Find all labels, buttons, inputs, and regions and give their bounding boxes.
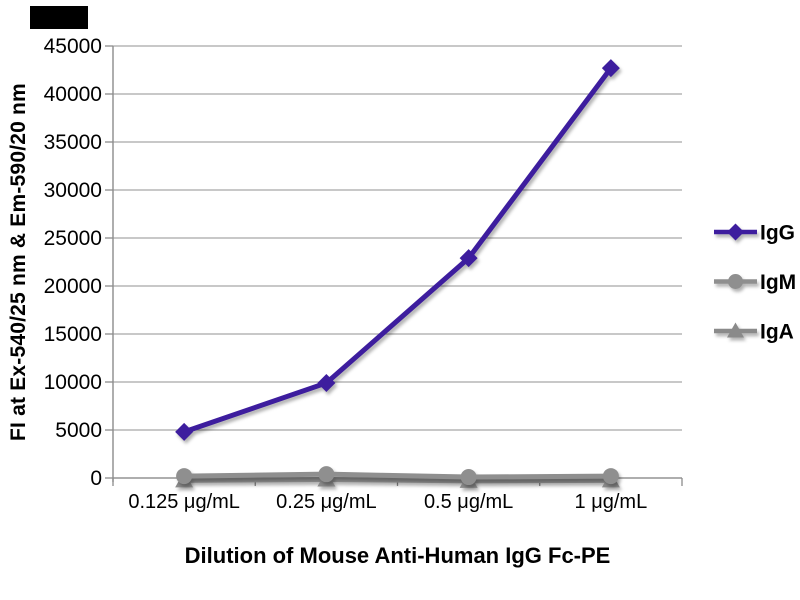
- diamond-marker-icon: [317, 373, 336, 392]
- y-tick-label: 10000: [44, 371, 102, 394]
- x-tick-label: 1 μg/mL: [575, 491, 648, 513]
- legend-label-IgG: IgG: [760, 222, 795, 245]
- legend-label-IgA: IgA: [760, 321, 794, 344]
- series-IgM: [176, 466, 619, 486]
- circle-marker-icon: [318, 466, 335, 483]
- y-tick-label: 35000: [44, 131, 102, 154]
- diamond-marker-icon: [727, 223, 744, 241]
- x-axis-title: Dilution of Mouse Anti-Human IgG Fc-PE: [184, 543, 611, 568]
- x-tick-label: 0.5 μg/mL: [424, 491, 513, 513]
- legend-item-IgM: [714, 274, 757, 289]
- circle-marker-icon: [602, 468, 619, 485]
- x-tick-label: 0.125 μg/mL: [128, 491, 240, 513]
- x-tick-label: 0.25 μg/mL: [276, 491, 376, 513]
- legend-item-IgG: [714, 223, 757, 241]
- y-tick-label: 30000: [44, 179, 102, 202]
- y-tick-label: 5000: [55, 419, 102, 442]
- y-tick-label: 45000: [44, 35, 102, 58]
- legend-item-IgA: [714, 322, 757, 338]
- series-line-IgA: [181, 476, 614, 484]
- circle-marker-icon: [460, 469, 477, 486]
- series-IgG: [175, 59, 620, 441]
- y-tick-label: 15000: [44, 323, 102, 346]
- diamond-marker-icon: [459, 249, 478, 268]
- series-line-IgM: [181, 471, 614, 480]
- circle-marker-icon: [176, 468, 193, 485]
- watermark-block: [30, 6, 88, 29]
- diamond-marker-icon: [601, 59, 620, 78]
- legend-label-IgM: IgM: [760, 271, 796, 294]
- legend: IgG IgM IgA: [714, 222, 796, 344]
- series-line-IgG: [181, 65, 614, 435]
- circle-marker-icon: [728, 274, 743, 289]
- diamond-marker-icon: [175, 422, 194, 441]
- y-tick-label: 20000: [44, 275, 102, 298]
- triangle-marker-icon: [727, 322, 744, 338]
- y-tick-label: 40000: [44, 83, 102, 106]
- y-tick-label: 0: [90, 467, 102, 490]
- y-tick-label: 25000: [44, 227, 102, 250]
